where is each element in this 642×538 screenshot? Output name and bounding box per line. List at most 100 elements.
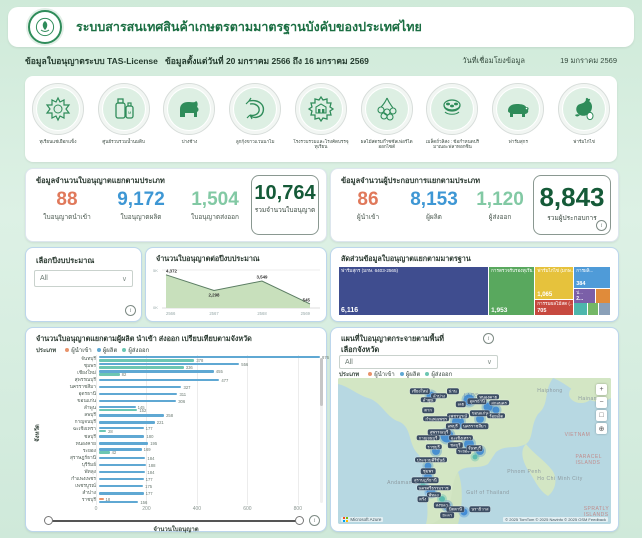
standard-item[interactable]: โรงรวบรวมและโรงคัดบรรจุทุเรียน (290, 83, 352, 150)
standard-item[interactable]: M ศูนย์รวบรวมน้ำนมดิบ (93, 83, 155, 144)
map-province-pin[interactable]: ลำปาง (431, 392, 447, 399)
map-province-pin[interactable]: กำแพงเพชร (423, 416, 450, 422)
treemap-block[interactable] (599, 303, 610, 315)
map-province-pin[interactable]: จันทบุรี (466, 445, 483, 451)
bar-row[interactable]: บุรีรัมย์ 188 (34, 461, 322, 468)
bar-row[interactable]: ขอนแก่น 306 (34, 398, 322, 405)
map-cluster[interactable] (475, 447, 484, 455)
map-province-pin[interactable]: ชุมพร (420, 468, 436, 475)
map-cluster[interactable] (472, 454, 477, 460)
standard-item[interactable]: ปางช้าง (158, 83, 220, 144)
map-cluster[interactable] (438, 496, 445, 503)
bar-row[interactable]: จันทบุรี 876 378 (34, 355, 329, 363)
bar-chart[interactable]: จันทบุรี 876 378 ชุมพร 556 336 เชียงใหม่ 455 82 ส… (34, 355, 329, 505)
treemap-block[interactable]: การรมผลไม้สด (... 705 (535, 299, 574, 315)
map-cluster[interactable] (492, 406, 500, 414)
bar-row[interactable]: เชียงใหม่ 455 82 (34, 369, 322, 377)
map-province-pin[interactable]: ขอนแก่น (469, 410, 491, 416)
info-icon[interactable]: i (125, 305, 136, 316)
bar-row[interactable]: พัทลุง 184 (34, 469, 322, 476)
map-cluster[interactable] (432, 447, 441, 455)
map-province-pin[interactable]: ตาก (422, 407, 434, 413)
map-province-pin[interactable]: เลย (455, 401, 467, 408)
map[interactable]: + − □ ⊕ Microsoft Azure © 2025 TomTom © … (338, 378, 611, 524)
map-province-pin[interactable]: หนองคาย (477, 394, 500, 400)
map-province-pin[interactable]: ร้อยเอ็ด (487, 413, 506, 419)
map-cluster[interactable] (424, 473, 433, 482)
slider-handle-left[interactable] (44, 516, 53, 525)
treemap-block[interactable] (587, 303, 599, 315)
treemap-block[interactable]: ฟาร์มสุกร (มกษ. 6403-2565) 6,116 (339, 267, 489, 315)
standard-item[interactable]: ฟาร์มสุกร (487, 83, 549, 144)
map-cluster[interactable] (464, 438, 475, 449)
standard-item[interactable]: ผลไม้สดรมก๊าซซัลเฟอร์ไดออกไซด์ (356, 83, 418, 150)
info-icon[interactable]: i (483, 333, 494, 344)
treemap-block[interactable]: การตรวจรับรองทุเรีย... 1,953 (489, 267, 535, 315)
treemap-block[interactable] (595, 288, 610, 303)
map-cluster[interactable] (420, 482, 426, 488)
compass-button[interactable]: ⊕ (596, 423, 607, 434)
map-province-pin[interactable]: ประจวบคีรีขันธ์ (414, 457, 447, 463)
treemap-block[interactable]: ฟาร์มไก่ไข่ (มกษ... 1,065 (535, 267, 574, 300)
map-cluster[interactable] (424, 462, 432, 470)
fiscal-year-dropdown[interactable]: All ∨ (34, 270, 133, 287)
map-cluster[interactable] (426, 391, 436, 401)
bar-row[interactable]: ชุมพร 556 336 (34, 362, 322, 370)
bar-row[interactable]: สุพรรณบุรี 477 (34, 376, 322, 383)
map-cluster[interactable] (426, 487, 436, 497)
bar-row[interactable]: หนองคาย 195 (34, 440, 322, 447)
bar-row[interactable]: ฉะเชิงเทรา 177 28 (34, 426, 322, 434)
zoom-in-button[interactable]: + (596, 384, 607, 395)
range-slider[interactable] (44, 516, 304, 526)
map-province-pin[interactable]: พัทลุง (426, 492, 441, 498)
map-copyright[interactable]: © 2025 TomTom © 2025 Navinfo © 2025 OSM … (503, 517, 608, 522)
fullscreen-button[interactable]: □ (596, 410, 607, 421)
bar-row[interactable]: ราชบุรี 18 156 (34, 497, 322, 505)
bar-row[interactable]: ชลบุรี 180 (34, 433, 322, 440)
treemap-block[interactable]: ป... 2... (574, 288, 595, 303)
map-province-pin[interactable]: ลำพูน (420, 397, 436, 403)
map-province-pin[interactable]: กาญจนบุรี (416, 435, 440, 441)
standard-item[interactable]: ฟาร์มไก่ไข่ (553, 83, 615, 144)
standard-item[interactable]: ทุเรียนแช่เยือกแข็ง (27, 83, 89, 144)
bar-row[interactable]: อุดรธานี 311 (34, 390, 322, 397)
map-province-pin[interactable]: สกลนคร (489, 400, 509, 406)
map-province-pin[interactable]: ฉะเชิงเทรา (448, 435, 473, 441)
map-province-pin[interactable]: ราชบุรี (425, 443, 442, 450)
slider-handle-right[interactable] (295, 516, 304, 525)
bar-row[interactable]: ลำปาง 177 (34, 490, 322, 497)
map-province-pin[interactable]: นราธิวาส (469, 506, 491, 513)
map-province-pin[interactable]: ยะลา (440, 512, 454, 518)
zoom-out-button[interactable]: − (596, 397, 607, 408)
treemap-block[interactable] (574, 303, 587, 315)
bar-row[interactable]: กำแพงเพชร 177 (34, 476, 322, 483)
bar-row[interactable]: นครราชสีมา 327 (34, 383, 322, 390)
bar-row[interactable]: เพชรบูรณ์ 175 (34, 483, 322, 490)
treemap-block[interactable]: การผลิ... 384 (574, 267, 610, 289)
province-dropdown[interactable]: All ∨ (339, 355, 498, 369)
bar-row[interactable]: ระยอง 169 42 (34, 447, 322, 455)
map-province-pin[interactable]: ตรัง (417, 496, 429, 502)
info-icon[interactable]: i (596, 220, 607, 231)
map-province-pin[interactable]: นครราชสีมา (460, 423, 489, 429)
standard-item[interactable]: เมล็ดถั่วลิสง : ข้อกำหนดปริมาณอะฟลาทอกซิ… (421, 83, 483, 150)
map-province-pin[interactable]: ระยอง (455, 448, 472, 454)
map-cluster[interactable] (483, 402, 493, 412)
map-attribution[interactable]: Microsoft Azure (341, 516, 384, 522)
map-province-pin[interactable]: สงขลา (433, 502, 450, 508)
treemap-chart[interactable]: ฟาร์มสุกร (มกษ. 6403-2565) 6,116 การตรวจรั… (339, 267, 610, 315)
map-province-pin[interactable]: สุพรรณบุรี (427, 429, 451, 435)
standard-item[interactable]: ลูกกุ้งขาวแวนนาไม (224, 83, 286, 144)
area-chart[interactable]: 5K 0K 4,372 2566 2,298 2567 3,549 2568 545 2569 (152, 266, 320, 318)
map-province-pin[interactable]: เชียงใหม่ (409, 388, 431, 394)
map-province-pin[interactable]: น่าน (446, 388, 459, 394)
bar-row[interactable]: ลำพูน 145 152 (34, 405, 322, 413)
map-province-pin[interactable]: อุดรธานี (467, 398, 487, 405)
vertical-scrollbar[interactable] (320, 358, 323, 503)
map-cluster[interactable] (460, 508, 468, 516)
map-province-pin[interactable]: เพชรบูรณ์ (447, 413, 470, 419)
map-province-pin[interactable]: ลพบุรี (445, 423, 460, 429)
bar-row[interactable]: สุราษฎร์ธานี 184 (34, 454, 322, 461)
info-icon[interactable]: i (309, 515, 320, 526)
map-province-pin[interactable]: ชลบุรี (448, 442, 463, 448)
